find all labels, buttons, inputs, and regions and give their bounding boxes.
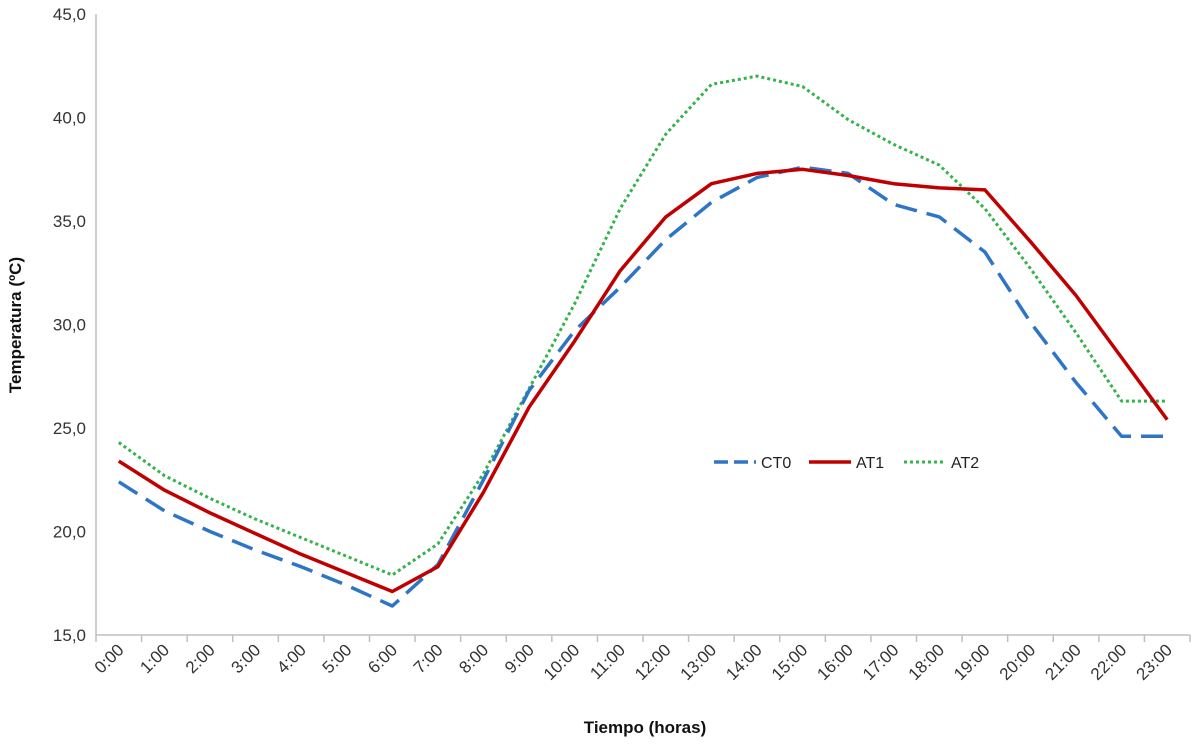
- x-tick-label: 10:00: [540, 640, 584, 684]
- x-tick-label: 4:00: [273, 640, 310, 677]
- x-tick-label: 22:00: [1087, 640, 1131, 684]
- y-tick-label: 25,0: [53, 419, 86, 438]
- x-ticks: [95, 635, 1191, 642]
- x-tick-label: 1:00: [136, 640, 173, 677]
- x-tick-label: 12:00: [631, 640, 675, 684]
- y-axis-title: Temperatura (ºC): [6, 257, 25, 393]
- legend: CT0 AT1 AT2: [714, 455, 979, 472]
- x-tick-label: 7:00: [410, 640, 447, 677]
- series-line-at2: [117, 74, 1168, 577]
- series-line-at1: [117, 167, 1169, 594]
- x-tick-label: 17:00: [859, 640, 903, 684]
- x-tick-label: 19:00: [950, 640, 994, 684]
- y-tick-label: 20,0: [53, 523, 86, 542]
- legend-label-ct0: CT0: [761, 455, 791, 472]
- legend-label-at2: AT2: [951, 455, 979, 472]
- series-line-ct0: [117, 165, 1168, 608]
- x-tick-label: 16:00: [813, 640, 857, 684]
- x-tick-label: 8:00: [455, 640, 492, 677]
- x-tick-label: 13:00: [677, 640, 721, 684]
- x-tick-label: 0:00: [91, 640, 128, 677]
- legend-label-at1: AT1: [856, 455, 884, 472]
- x-tick-label: 15:00: [768, 640, 812, 684]
- y-tick-label: 30,0: [53, 316, 86, 335]
- x-tick-label: 2:00: [182, 640, 219, 677]
- x-axis-title: Tiempo (horas): [584, 718, 706, 737]
- x-tick-label: 20:00: [996, 640, 1040, 684]
- x-tick-label: 6:00: [364, 640, 401, 677]
- y-tick-label: 35,0: [53, 212, 86, 231]
- y-tick-label: 40,0: [53, 109, 86, 128]
- x-tick-label: 21:00: [1041, 640, 1085, 684]
- x-tick-label: 3:00: [228, 640, 265, 677]
- x-tick-labels: 0:00 1:00 2:00 3:00 4:00 5:00 6:00 7:00 8:00 9:00…: [91, 640, 1176, 684]
- x-tick-label: 23:00: [1133, 640, 1177, 684]
- x-tick-label: 5:00: [319, 640, 356, 677]
- y-tick-labels: 15,0 20,0 25,0 30,0 35,0 40,0 45,0: [53, 5, 86, 645]
- x-axis: 0:00 1:00 2:00 3:00 4:00 5:00 6:00 7:00 8:00 9:00…: [91, 634, 1191, 684]
- series-lines: [117, 74, 1169, 608]
- x-tick-label: 9:00: [501, 640, 538, 677]
- x-tick-label: 11:00: [586, 640, 629, 683]
- y-axis: 15,0 20,0 25,0 30,0 35,0 40,0 45,0: [53, 5, 97, 645]
- y-tick-label: 45,0: [53, 5, 86, 24]
- x-tick-label: 14:00: [722, 640, 766, 684]
- x-tick-label: 18:00: [905, 640, 949, 684]
- y-tick-label: 15,0: [53, 626, 86, 645]
